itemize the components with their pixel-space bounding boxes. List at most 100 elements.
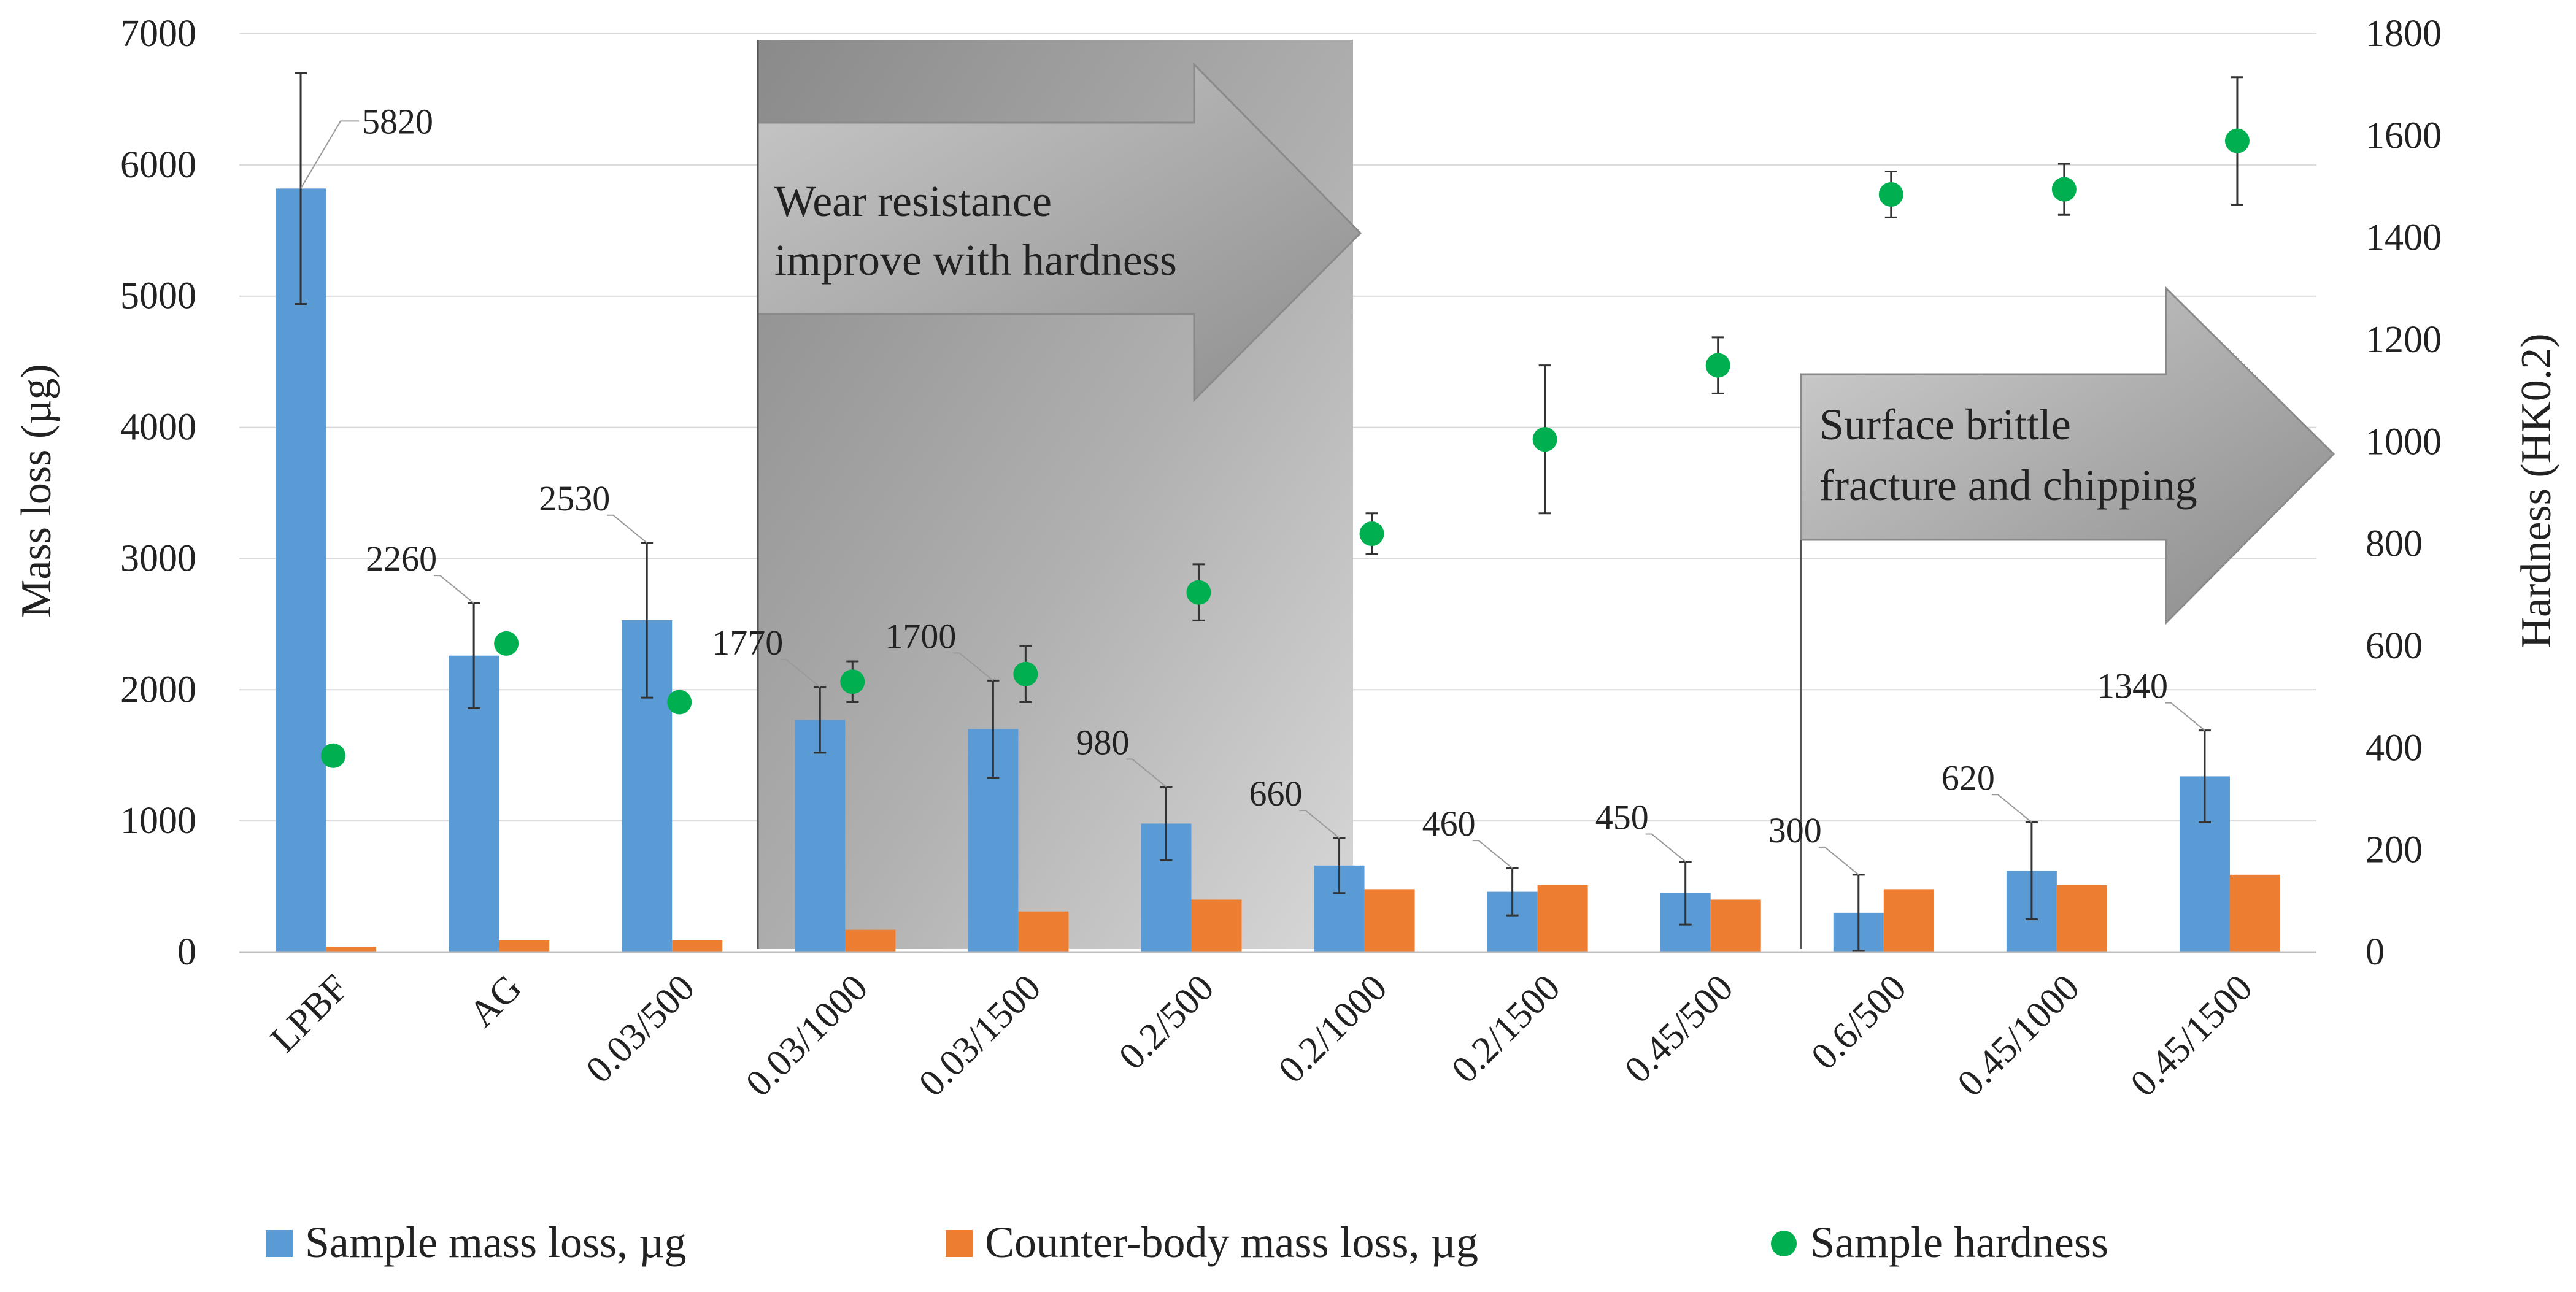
- data-label-leader: [953, 652, 994, 682]
- legend-label-counter-body-mass-loss: Counter-body mass loss, µg: [985, 1218, 1478, 1267]
- annotation-wear-line-2: improve with hardness: [774, 236, 1177, 285]
- y-tick-label: 6000: [120, 144, 196, 186]
- data-label-leader: [607, 514, 647, 544]
- y2-tick-label: 1800: [2366, 13, 2442, 55]
- data-label-sample-mass-loss: 2260: [366, 539, 437, 579]
- legend-swatch-counter-body-mass-loss: [946, 1230, 973, 1257]
- data-label-sample-mass-loss: 2530: [539, 479, 610, 518]
- bar-counter-body-mass-loss: [2229, 874, 2280, 952]
- category-label: 0.45/500: [1617, 967, 1741, 1091]
- arrow-wear-resistance: [757, 62, 1362, 402]
- category-label: 0.45/1000: [1949, 967, 2088, 1105]
- y2-tick-label: 1600: [2366, 115, 2442, 156]
- y2-tick-label: 0: [2366, 931, 2385, 973]
- category-label: LPBF: [263, 967, 357, 1061]
- data-label-sample-mass-loss: 460: [1422, 804, 1476, 844]
- legend-marker-sample-hardness: [1771, 1231, 1797, 1256]
- point-sample-hardness: [1359, 521, 1384, 547]
- data-label-sample-mass-loss: 1700: [885, 616, 956, 656]
- bars: [276, 188, 2280, 952]
- category-label: 0.2/500: [1111, 967, 1222, 1078]
- bar-counter-body-mass-loss: [845, 929, 896, 952]
- bar-counter-body-mass-loss: [326, 947, 377, 952]
- point-sample-hardness: [2051, 177, 2077, 202]
- bar-sample-mass-loss: [795, 720, 846, 952]
- arrow-brittle-fracture: [1800, 286, 2335, 625]
- y2-tick-label: 200: [2366, 829, 2423, 871]
- point-sample-hardness: [2224, 128, 2250, 153]
- data-label-sample-mass-loss: 620: [1942, 758, 1995, 798]
- y2-tick-label: 800: [2366, 523, 2423, 565]
- y2-tick-label: 1400: [2366, 217, 2442, 259]
- category-label: 0.6/500: [1803, 967, 1915, 1078]
- point-sample-hardness: [840, 669, 865, 694]
- legend-label-sample-mass-loss: Sample mass loss, µg: [305, 1218, 687, 1267]
- data-labels: 5820 2260 2530 1770 1700 980 660 460 450 300 620 13…: [300, 101, 2205, 875]
- y-tick-label: 0: [177, 931, 196, 973]
- bar-counter-body-mass-loss: [672, 940, 723, 952]
- y-tick-label: 3000: [120, 537, 196, 579]
- legend: Sample mass loss, µg Counter-body mass l…: [266, 1218, 2108, 1267]
- category-label: 0.03/500: [578, 967, 703, 1091]
- category-label: 0.45/1500: [2123, 967, 2261, 1105]
- y-tick-label: 1000: [120, 800, 196, 842]
- legend-label-sample-hardness: Sample hardness: [1810, 1218, 2108, 1267]
- annotation-brittle-line-1: Surface brittle: [1819, 400, 2071, 449]
- data-label-leader: [2164, 702, 2205, 731]
- data-label-leader: [434, 575, 474, 604]
- bar-counter-body-mass-loss: [1537, 885, 1588, 952]
- point-sample-hardness: [667, 690, 692, 715]
- point-sample-hardness: [321, 743, 346, 768]
- y-tick-label: 7000: [120, 13, 196, 55]
- y2-axis-title: Hardness (HK0.2): [2513, 333, 2560, 648]
- category-label: 0.2/1000: [1271, 967, 1395, 1091]
- bar-counter-body-mass-loss: [1191, 899, 1242, 952]
- point-sample-hardness: [494, 631, 519, 656]
- y-tick-label: 2000: [120, 669, 196, 710]
- data-label-leader: [1126, 758, 1167, 788]
- y-tick-label: 4000: [120, 407, 196, 448]
- bar-counter-body-mass-loss: [1710, 899, 1761, 952]
- data-label-sample-mass-loss: 1770: [712, 623, 783, 663]
- y-tick-label: 5000: [120, 275, 196, 317]
- point-sample-hardness: [1013, 661, 1038, 686]
- annotation-regions: [757, 40, 2335, 949]
- hardness-points: [321, 128, 2250, 768]
- category-label: 0.03/1000: [738, 967, 876, 1105]
- bar-counter-body-mass-loss: [1364, 889, 1415, 952]
- annotation-brittle-line-2: fracture and chipping: [1819, 461, 2197, 510]
- bar-counter-body-mass-loss: [1883, 889, 1934, 952]
- y2-tick-label: 400: [2366, 727, 2423, 769]
- bar-counter-body-mass-loss: [1018, 911, 1069, 952]
- y-axis-title: Mass loss (µg): [13, 364, 60, 618]
- legend-swatch-sample-mass-loss: [266, 1230, 293, 1257]
- bar-sample-mass-loss: [276, 188, 326, 952]
- annotation-wear-line-1: Wear resistance: [774, 177, 1052, 226]
- y2-tick-label: 1200: [2366, 319, 2442, 361]
- data-label-sample-mass-loss: 450: [1595, 797, 1649, 837]
- data-label-leader: [1818, 846, 1859, 875]
- data-label-leader: [780, 659, 820, 688]
- point-sample-hardness: [1186, 580, 1211, 605]
- category-label: 0.03/1500: [911, 967, 1049, 1105]
- data-label-leader: [1299, 809, 1340, 839]
- data-label-leader: [1472, 840, 1513, 869]
- y2-tick-label: 1000: [2366, 421, 2442, 463]
- data-label-sample-mass-loss: 1340: [2097, 666, 2168, 706]
- data-label-sample-mass-loss: 980: [1076, 723, 1129, 763]
- data-label-leader: [300, 120, 360, 189]
- bar-counter-body-mass-loss: [499, 940, 550, 952]
- data-label-sample-mass-loss: 660: [1249, 774, 1303, 813]
- bar-counter-body-mass-loss: [2056, 885, 2107, 952]
- point-sample-hardness: [1878, 182, 1903, 207]
- category-label: 0.2/1500: [1444, 967, 1568, 1091]
- data-label-sample-mass-loss: 300: [1768, 810, 1822, 850]
- y2-tick-label: 600: [2366, 625, 2423, 667]
- data-label-sample-mass-loss: 5820: [362, 101, 433, 141]
- data-label-leader: [1645, 833, 1686, 863]
- category-label: AG: [461, 967, 530, 1035]
- point-sample-hardness: [1705, 353, 1730, 378]
- data-label-leader: [1991, 794, 2032, 823]
- point-sample-hardness: [1532, 427, 1557, 452]
